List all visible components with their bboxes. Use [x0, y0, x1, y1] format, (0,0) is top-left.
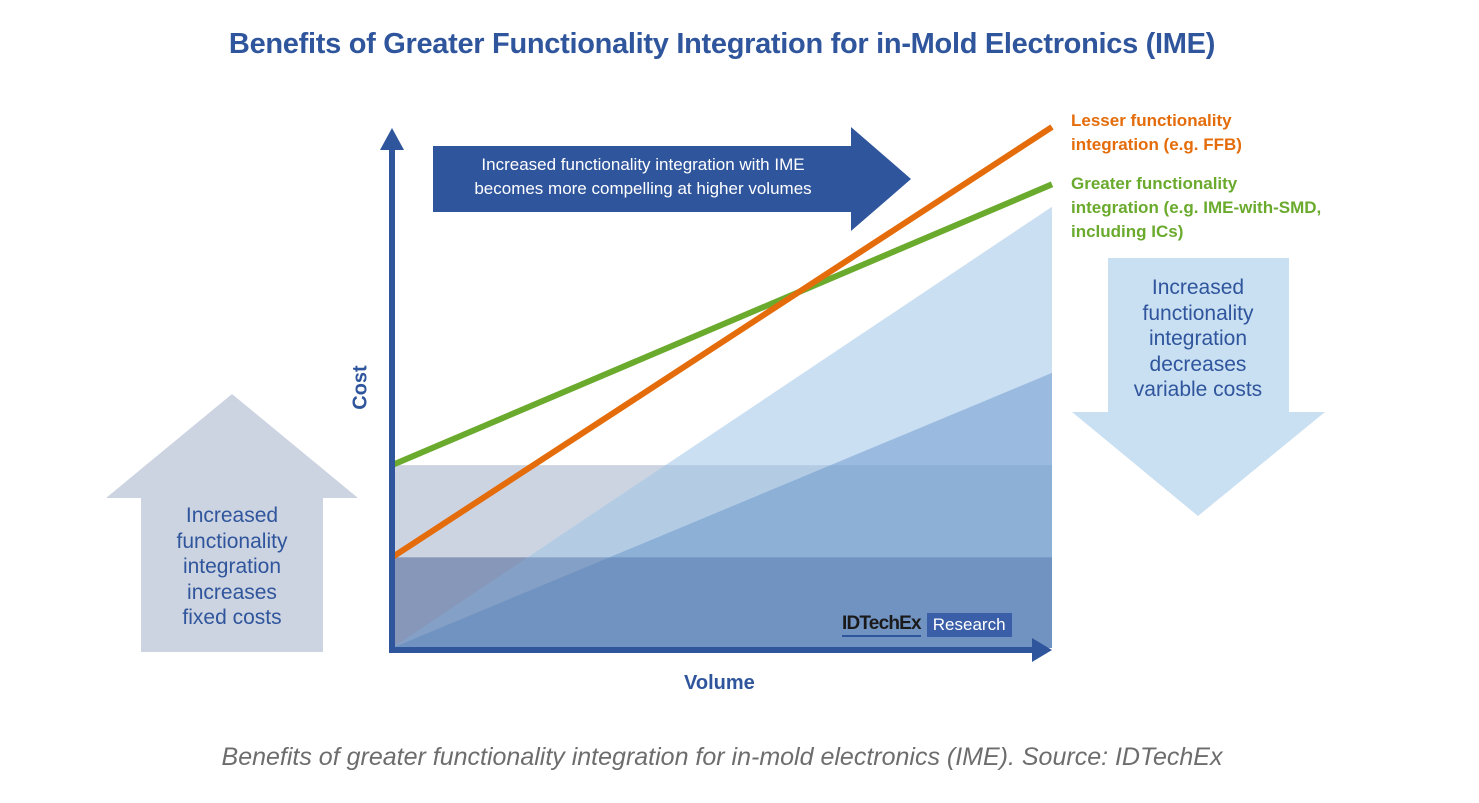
variable-cost-area-lesser — [392, 206, 1052, 648]
fixed-cost-up-arrow — [106, 394, 358, 652]
variable-cost-down-arrow — [1072, 258, 1325, 516]
logo-tag: Research — [926, 613, 1012, 637]
figure-caption: Benefits of greater functionality integr… — [221, 743, 1223, 771]
left-arrow-text: Increased functionality integration incr… — [176, 504, 288, 629]
legend-greater-integration: Greater functionality integration (e.g. … — [1071, 174, 1322, 241]
y-axis-label: Cost — [349, 365, 372, 410]
legend-lesser-integration: Lesser functionality integration (e.g. F… — [1071, 111, 1242, 154]
right-arrow-text: Increased functionality integration decr… — [1133, 276, 1263, 401]
y-axis-arrowhead — [380, 128, 404, 150]
volume-direction-arrow — [433, 127, 911, 231]
x-axis-label: Volume — [684, 672, 755, 694]
diagram-title: Benefits of Greater Functionality Integr… — [228, 28, 1216, 60]
lesser-integration-line — [390, 124, 1054, 560]
logo-brand: IDTechEx — [842, 613, 922, 637]
greater-integration-line — [390, 181, 1054, 468]
top-arrow-text: Increased functionality integration with… — [474, 155, 812, 198]
x-axis-arrowhead — [1032, 638, 1052, 662]
variable-cost-area-greater — [392, 372, 1052, 648]
idtechex-logo: IDTechEx Research — [842, 612, 1012, 638]
